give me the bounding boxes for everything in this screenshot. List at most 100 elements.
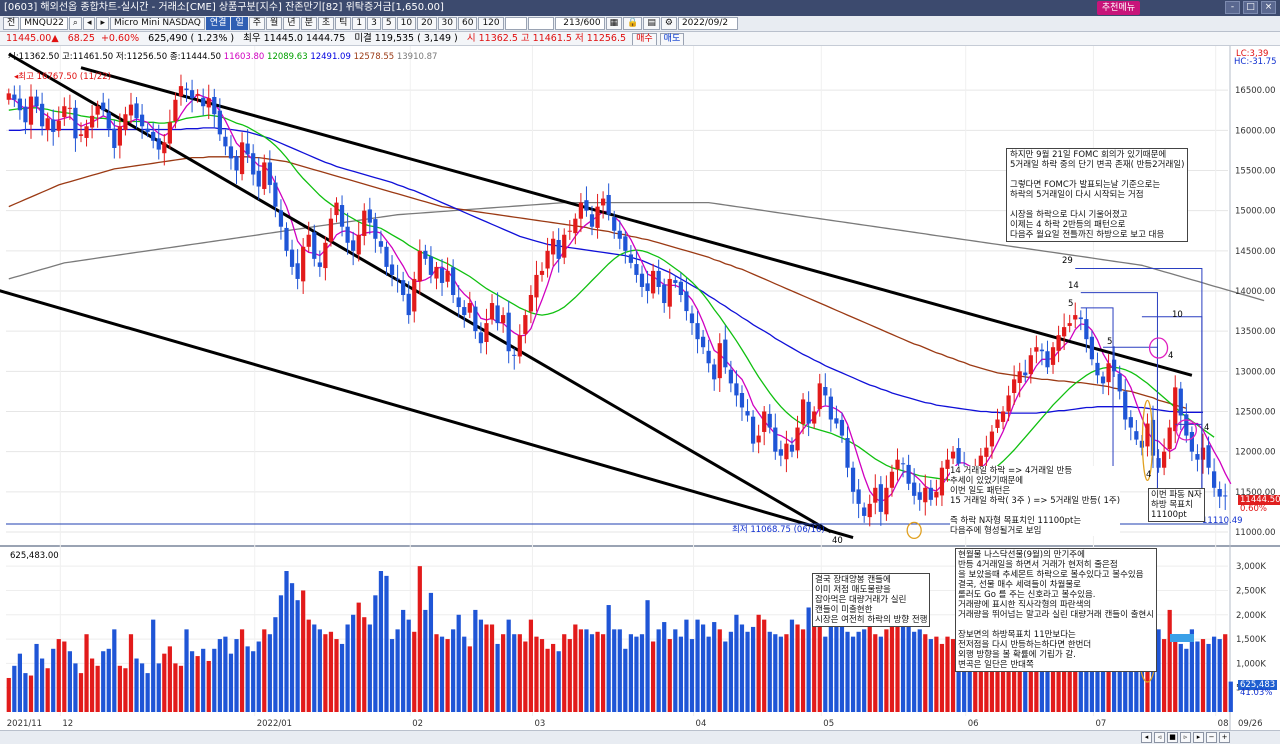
volume-bar <box>51 648 56 712</box>
candle-body <box>189 90 195 99</box>
volume-bar <box>595 631 600 712</box>
candle-body <box>884 487 889 515</box>
volume-bar <box>745 631 750 712</box>
volume-bar <box>406 619 411 712</box>
mode-tab-year[interactable]: 년 <box>283 17 300 30</box>
period-button-5[interactable]: 5 <box>381 17 396 30</box>
period-button-10[interactable]: 10 <box>396 17 417 30</box>
mode-tab-day[interactable]: 일 <box>231 17 248 30</box>
volume-tick-label: 3,000K <box>1236 562 1266 572</box>
prev-symbol-icon[interactable]: ◂ <box>82 17 96 30</box>
volume-bar <box>1045 634 1050 712</box>
volume-bar <box>12 665 17 712</box>
volume-bar <box>789 619 795 712</box>
candle-body <box>667 278 672 307</box>
volume-bar <box>528 619 534 712</box>
candle-body <box>795 427 800 451</box>
period-button-20[interactable]: 20 <box>417 17 437 30</box>
candle-body <box>439 268 445 283</box>
buy-button[interactable]: 매수 <box>632 33 657 45</box>
candle-body <box>262 162 267 189</box>
next-symbol-icon[interactable]: ▸ <box>96 17 110 30</box>
date-input[interactable]: 2022/09/2 <box>677 17 738 30</box>
price-tick-label: 11000.00 <box>1235 528 1276 538</box>
candle-body <box>12 94 17 100</box>
chart-area[interactable]: 16500.00 16000.00 15500.00 15000.00 14500.00… <box>0 46 1280 730</box>
volume-bar <box>695 619 700 712</box>
candle-body <box>717 343 722 379</box>
volume-bar <box>634 636 639 712</box>
scroll-right-icon[interactable]: ▹ <box>1180 732 1191 743</box>
candle-body <box>584 200 589 211</box>
zoom-in-icon[interactable]: + <box>1219 732 1230 743</box>
period-button-1[interactable]: 1 <box>352 17 367 30</box>
ma120-legend: 12578.55 <box>353 52 395 62</box>
note-pattern: 14 거래일 하락 => 4거래일 반등 추세이 있었기때문에 이번 일도 패턴… <box>950 466 1121 536</box>
volume-tick-label: 1,000K <box>1236 659 1266 669</box>
current-price-tag: 11444.50 <box>1238 495 1280 505</box>
candle-body <box>834 418 839 424</box>
recommend-menu-button[interactable]: 추천메뉴 <box>1096 1 1140 15</box>
mode-tab-minute[interactable]: 분 <box>300 17 317 30</box>
note-volume-right: 현월물 나스닥선물(9월)의 만기주에 반등 4거래일을 하면서 거래가 현저히… <box>955 548 1158 672</box>
candle-body <box>351 240 356 251</box>
volume-bar <box>445 639 450 712</box>
volume-bar <box>462 636 467 712</box>
symbol-code-input[interactable]: MNQU22 <box>20 17 68 30</box>
candle-body <box>456 297 461 308</box>
candle-body <box>573 218 578 234</box>
volume-bar <box>617 629 622 712</box>
period-button-3[interactable]: 3 <box>367 17 381 30</box>
timeframe-input[interactable] <box>527 17 554 30</box>
volume-bar <box>278 595 284 712</box>
mode-tab-connect[interactable]: 연결 <box>205 17 231 30</box>
scroll-left-icon[interactable]: ◃ <box>1154 732 1165 743</box>
grid-icon[interactable]: ▦ <box>605 17 623 30</box>
mode-tab-month[interactable]: 월 <box>266 17 283 30</box>
lock-icon[interactable]: 🔒 <box>623 17 643 30</box>
search-icon[interactable]: ⌕ <box>68 17 82 30</box>
candle-body <box>317 262 322 267</box>
period-button-120[interactable]: 120 <box>478 17 504 30</box>
save-icon[interactable]: ▤ <box>643 17 660 30</box>
maximize-button[interactable]: □ <box>1243 1 1258 14</box>
candle-body <box>900 463 906 465</box>
stop-icon[interactable]: ■ <box>1167 732 1178 743</box>
candle-body <box>73 107 78 139</box>
candle-body <box>1078 317 1083 320</box>
volume-bar <box>112 629 117 712</box>
data-count-input[interactable]: 213/600 <box>554 17 605 30</box>
period-custom-input[interactable] <box>504 17 527 30</box>
candle-body <box>151 131 156 141</box>
period-button-60[interactable]: 60 <box>457 17 478 30</box>
sell-button[interactable]: 매도 <box>659 33 685 45</box>
symbol-type-button[interactable]: 전 <box>3 17 20 30</box>
close-button[interactable]: × <box>1261 1 1276 14</box>
volume-bar <box>545 648 550 712</box>
candle-body <box>862 507 867 516</box>
volume-bar <box>750 626 756 712</box>
volume-bar <box>778 636 783 712</box>
candle-body <box>78 134 84 136</box>
candle-body <box>445 270 450 282</box>
candle-body <box>645 283 650 291</box>
x-tick-label: 09/26 <box>1238 719 1263 729</box>
mode-tab-tick[interactable]: 틱 <box>335 17 352 30</box>
zoom-out-icon[interactable]: − <box>1206 732 1217 743</box>
candle-body <box>612 217 617 231</box>
bottom-scrollbar[interactable]: ◂ ◃ ■ ▹ ▸ − + <box>0 730 1280 744</box>
scroll-first-icon[interactable]: ◂ <box>1141 732 1152 743</box>
mode-tab-second[interactable]: 초 <box>317 17 335 30</box>
volume-bar <box>673 629 678 712</box>
volume-bar <box>245 646 250 712</box>
volume-bar <box>167 646 172 712</box>
volume-bar <box>156 663 161 712</box>
price-tick-label: 13500.00 <box>1235 327 1276 337</box>
candle-body <box>334 202 339 216</box>
period-button-30[interactable]: 30 <box>437 17 457 30</box>
mode-tab-week[interactable]: 주 <box>248 17 266 30</box>
settings-icon[interactable]: ⚙ <box>660 17 677 30</box>
minimize-button[interactable]: - <box>1225 1 1240 14</box>
scroll-last-icon[interactable]: ▸ <box>1193 732 1204 743</box>
volume-bar <box>934 636 939 712</box>
